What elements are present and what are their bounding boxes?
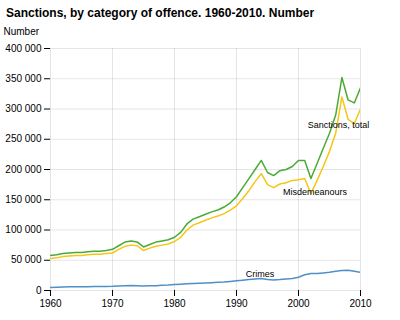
html-text:Sanctions, by category of offe: Sanctions, by category of offence. 1960-… xyxy=(6,6,315,20)
svg-text:Sanctions, total: Sanctions, total xyxy=(308,120,370,130)
svg-text:0: 0 xyxy=(36,285,42,296)
svg-text:1970: 1970 xyxy=(101,298,124,309)
svg-text:400 000: 400 000 xyxy=(5,43,42,54)
svg-text:Number: Number xyxy=(4,26,40,37)
svg-text:100 000: 100 000 xyxy=(5,224,42,235)
svg-text:50 000: 50 000 xyxy=(11,254,42,265)
svg-text:200 000: 200 000 xyxy=(5,164,42,175)
svg-text:1960: 1960 xyxy=(39,298,62,309)
svg-text:300 000: 300 000 xyxy=(5,103,42,114)
svg-text:150 000: 150 000 xyxy=(5,194,42,205)
svg-text:1990: 1990 xyxy=(225,298,248,309)
svg-text:Crimes: Crimes xyxy=(246,269,275,279)
svg-text:Misdemeanours: Misdemeanours xyxy=(283,187,348,197)
svg-text:350 000: 350 000 xyxy=(5,73,42,84)
svg-text:250 000: 250 000 xyxy=(5,133,42,144)
svg-text:1980: 1980 xyxy=(163,298,186,309)
svg-text:2000: 2000 xyxy=(287,298,310,309)
svg-text:2010: 2010 xyxy=(349,298,372,309)
